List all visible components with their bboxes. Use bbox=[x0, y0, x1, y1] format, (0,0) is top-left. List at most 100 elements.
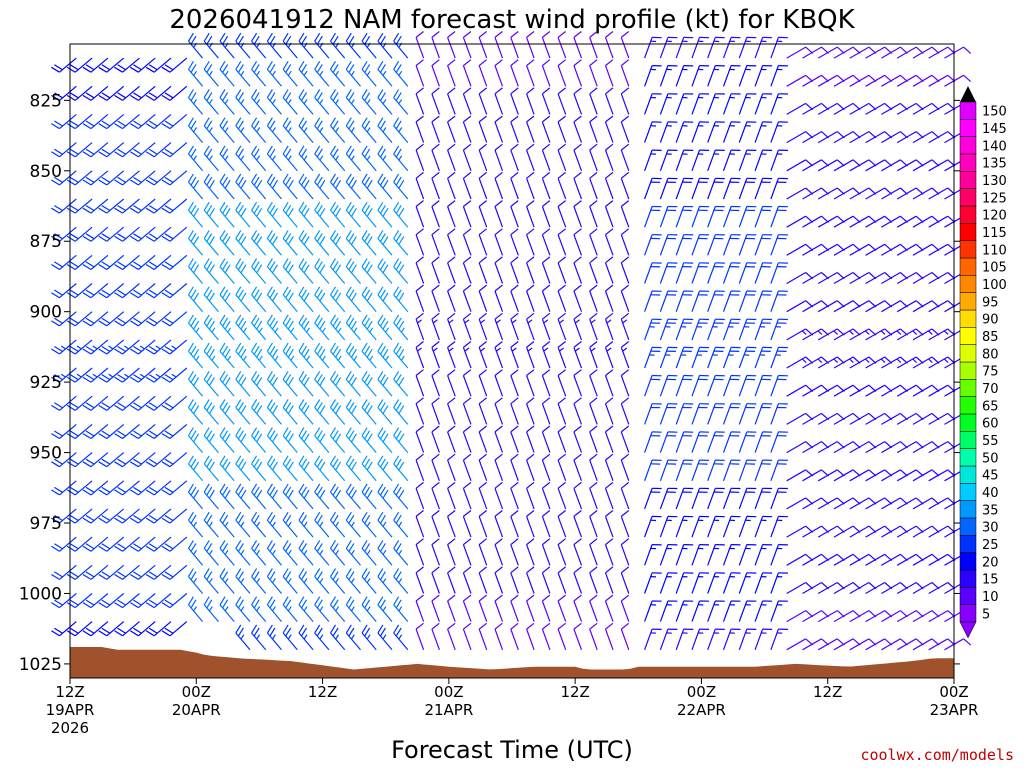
barb-feather bbox=[620, 59, 630, 67]
wind-barb bbox=[329, 314, 346, 341]
barb-feather bbox=[148, 345, 158, 352]
wind-barb bbox=[738, 205, 757, 228]
barb-feather bbox=[222, 92, 229, 102]
barb-shaft bbox=[786, 102, 807, 115]
barb-shaft bbox=[802, 469, 822, 482]
barb-feather bbox=[431, 200, 440, 207]
barb-half-feather bbox=[335, 549, 340, 555]
barb-feather bbox=[148, 289, 158, 296]
barb-half-feather bbox=[398, 155, 403, 161]
barb-half-feather bbox=[290, 355, 295, 361]
barb-feather bbox=[161, 376, 171, 383]
barb-feather bbox=[69, 345, 79, 352]
barb-feather bbox=[251, 32, 258, 42]
barb-feather bbox=[395, 35, 402, 45]
wind-barb bbox=[589, 425, 598, 453]
barb-feather bbox=[98, 517, 108, 524]
barb-feather bbox=[82, 461, 92, 468]
barb-feather bbox=[605, 481, 614, 489]
barb-feather bbox=[85, 345, 95, 352]
wind-barb bbox=[235, 286, 251, 313]
barb-feather bbox=[161, 94, 171, 101]
barb-shaft bbox=[462, 93, 472, 115]
barb-feather bbox=[447, 594, 456, 602]
barb-feather bbox=[266, 427, 273, 437]
barb-feather bbox=[117, 514, 127, 522]
wind-barb bbox=[314, 370, 330, 397]
wind-barb bbox=[114, 57, 140, 73]
barb-shaft bbox=[589, 234, 598, 256]
wind-barb bbox=[604, 143, 614, 172]
barb-feather bbox=[222, 148, 229, 158]
wind-barb bbox=[329, 399, 346, 425]
wind-barb bbox=[66, 480, 93, 496]
barb-feather bbox=[269, 35, 276, 45]
barb-shaft bbox=[557, 65, 567, 87]
barb-feather bbox=[557, 453, 566, 461]
barb-shaft bbox=[865, 384, 885, 397]
barb-half-feather bbox=[155, 373, 161, 378]
barb-feather bbox=[193, 377, 200, 386]
barb-shaft bbox=[431, 600, 440, 622]
wind-barb bbox=[393, 342, 409, 369]
barb-feather bbox=[557, 256, 566, 264]
wind-barb bbox=[541, 425, 551, 453]
wind-barb bbox=[447, 566, 456, 594]
barb-feather bbox=[133, 317, 142, 324]
barb-feather bbox=[69, 261, 79, 268]
barb-feather bbox=[190, 35, 197, 45]
wind-barb bbox=[754, 318, 773, 341]
barb-shaft bbox=[541, 149, 551, 172]
wind-barb bbox=[659, 487, 678, 510]
wind-barb bbox=[770, 403, 788, 425]
barb-feather bbox=[526, 59, 535, 67]
barb-feather bbox=[329, 455, 337, 465]
x-axis-label: Forecast Time (UTC) bbox=[391, 736, 633, 764]
wind-barb bbox=[722, 403, 741, 425]
wind-barb bbox=[161, 395, 188, 411]
barb-feather bbox=[187, 511, 194, 521]
barb-feather bbox=[620, 256, 630, 264]
colorbar-swatch bbox=[959, 136, 977, 155]
barb-feather bbox=[133, 627, 142, 634]
wind-barb bbox=[604, 284, 614, 312]
wind-barb bbox=[377, 145, 393, 172]
wind-barb bbox=[462, 59, 472, 87]
wind-barb bbox=[691, 403, 710, 425]
barb-feather bbox=[526, 284, 535, 292]
barb-feather bbox=[224, 179, 231, 189]
barb-feather bbox=[85, 571, 95, 578]
wind-barb bbox=[298, 230, 314, 256]
barb-feather bbox=[447, 510, 456, 517]
barb-feather bbox=[361, 117, 368, 127]
barb-shaft bbox=[510, 262, 519, 284]
barb-shaft bbox=[833, 441, 854, 454]
barb-half-feather bbox=[366, 578, 371, 584]
wind-barb bbox=[462, 341, 472, 369]
barb-shaft bbox=[526, 403, 535, 425]
barb-feather bbox=[478, 228, 487, 236]
barb-feather bbox=[69, 571, 79, 578]
barb-feather bbox=[66, 517, 76, 524]
barb-feather bbox=[510, 594, 519, 602]
wind-barb bbox=[377, 314, 393, 341]
wind-barb bbox=[298, 596, 314, 622]
barb-shaft bbox=[786, 525, 807, 538]
barb-feather bbox=[164, 599, 174, 606]
barb-feather bbox=[85, 599, 95, 606]
barb-feather bbox=[557, 510, 566, 517]
wind-barb bbox=[235, 117, 251, 143]
barb-feather bbox=[478, 31, 487, 38]
barb-half-feather bbox=[124, 345, 130, 350]
wind-barb bbox=[415, 115, 425, 143]
barb-feather bbox=[251, 483, 258, 493]
wind-barb bbox=[494, 453, 504, 482]
barb-feather bbox=[348, 599, 355, 609]
barb-shaft bbox=[494, 375, 504, 397]
barb-shaft bbox=[526, 628, 535, 651]
barb-feather bbox=[190, 148, 197, 158]
barb-shaft bbox=[604, 544, 614, 566]
barb-half-feather bbox=[287, 99, 292, 105]
barb-shaft bbox=[928, 215, 949, 228]
colorbar-label: 40 bbox=[982, 486, 999, 501]
